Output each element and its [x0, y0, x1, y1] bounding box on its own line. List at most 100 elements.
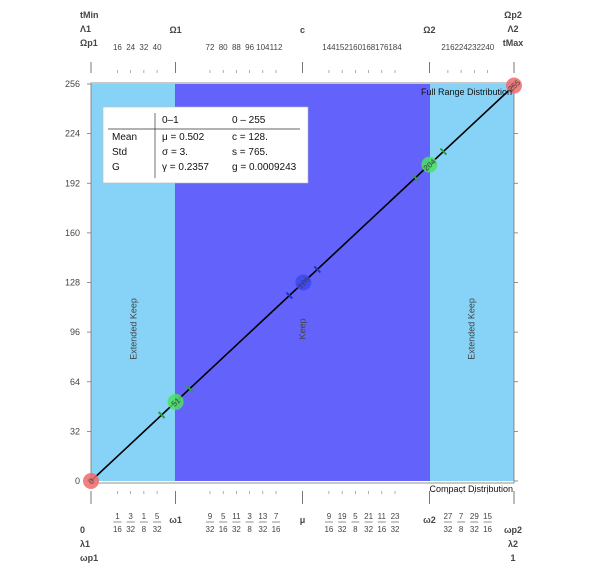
fraction-numerator: 11 [232, 512, 241, 521]
bottom-left-label: ωp1 [80, 553, 98, 563]
fraction-denominator: 32 [258, 525, 267, 534]
fraction-numerator: 19 [338, 512, 347, 521]
table-cell: Std [112, 147, 127, 158]
y-tick-label: 256 [65, 79, 80, 89]
fraction-denominator: 16 [324, 525, 333, 534]
point-label-0: 0 [87, 476, 97, 486]
marker-arrow [157, 411, 166, 419]
fraction-denominator: 32 [391, 525, 400, 534]
fraction-numerator: 5 [221, 512, 226, 521]
region-band-2 [429, 84, 514, 481]
bottom-axis-label: ω2 [423, 515, 436, 525]
top-minor-label: 240 [481, 43, 495, 52]
fraction-numerator: 7 [459, 512, 464, 521]
fraction-numerator: 23 [391, 512, 400, 521]
top-left-label: Λ1 [80, 24, 91, 34]
fraction-denominator: 32 [126, 525, 135, 534]
table-cell: c = 128. [232, 132, 268, 143]
top-minor-label: 152 [335, 43, 349, 52]
fraction-denominator: 16 [272, 525, 281, 534]
marker-arrow [439, 147, 448, 156]
fraction-numerator: 21 [364, 512, 373, 521]
corner-label-bottom-right: Compact Distribution [429, 484, 513, 494]
bottom-left-label: 0 [80, 525, 85, 535]
fraction-numerator: 9 [327, 512, 332, 521]
plot-border [90, 82, 515, 484]
y-tick-label: 192 [65, 178, 80, 188]
plot-frame [90, 82, 515, 484]
fraction-numerator: 1 [142, 512, 147, 521]
fraction-numerator: 29 [470, 512, 479, 521]
bottom-left-label: λ1 [80, 539, 90, 549]
top-axis-label: c [300, 25, 305, 35]
y-tick-label: 0 [75, 476, 80, 486]
top-right-label: tMax [503, 38, 524, 48]
fraction-numerator: 13 [258, 512, 267, 521]
table-cell: μ = 0.502 [162, 132, 205, 143]
fraction-numerator: 27 [443, 512, 452, 521]
fraction-numerator: 11 [378, 512, 387, 521]
region-label: Extended Keep [467, 298, 477, 360]
top-minor-label: 176 [375, 43, 389, 52]
top-minor-label: 72 [206, 43, 215, 52]
table-cell: G [112, 162, 120, 173]
point-marker-1 [167, 393, 184, 410]
top-minor-label: 32 [139, 43, 148, 52]
y-tick-label: 96 [70, 327, 80, 337]
y-tick-label: 32 [70, 426, 80, 436]
fraction-numerator: 5 [353, 512, 358, 521]
top-minor-label: 168 [362, 43, 376, 52]
fraction-numerator: 15 [483, 512, 492, 521]
table-cell: Mean [112, 132, 137, 143]
table-cell: s = 765. [232, 147, 268, 158]
point-marker-2 [295, 274, 312, 291]
table-header-cell: 0 – 255 [232, 115, 266, 126]
fraction-numerator: 3 [247, 512, 252, 521]
fraction-numerator: 5 [155, 512, 160, 521]
marker-arrow [411, 174, 420, 182]
top-minor-label: 16 [113, 43, 122, 52]
region-label: Extended Keep [128, 298, 138, 360]
top-minor-label: 160 [349, 43, 363, 52]
y-tick-label: 160 [65, 228, 80, 238]
table-cell: γ = 0.2357 [162, 162, 209, 173]
fraction-denominator: 32 [470, 525, 479, 534]
corner-label-top-right: Full Range Distribution [421, 87, 512, 97]
region-label: Keep [298, 318, 308, 339]
fraction-denominator: 16 [377, 525, 386, 534]
top-minor-label: 216 [441, 43, 455, 52]
fraction-denominator: 32 [153, 525, 162, 534]
table-cell: σ = 3. [162, 147, 188, 158]
fraction-numerator: 9 [208, 512, 213, 521]
bottom-right-label: λ2 [508, 539, 518, 549]
bottom-right-label: 1 [510, 553, 515, 563]
top-left-label: Ωp1 [80, 38, 98, 48]
top-left-label: tMin [80, 10, 99, 20]
y-tick-label: 224 [65, 129, 80, 139]
top-axis-label: Ω1 [169, 25, 181, 35]
top-minor-label: 104 [256, 43, 270, 52]
top-minor-label: 224 [454, 43, 468, 52]
fraction-denominator: 8 [142, 525, 147, 534]
fraction-denominator: 8 [353, 525, 358, 534]
fraction-denominator: 8 [459, 525, 464, 534]
fraction-denominator: 32 [206, 525, 215, 534]
top-minor-label: 144 [322, 43, 336, 52]
fraction-denominator: 32 [364, 525, 373, 534]
top-minor-label: 88 [232, 43, 241, 52]
corner-labels: Full Range Distribution Compact Distribut… [421, 87, 513, 494]
fraction-numerator: 3 [128, 512, 133, 521]
fraction-denominator: 8 [247, 525, 252, 534]
fraction-numerator: 1 [115, 512, 120, 521]
top-minor-label: 24 [126, 43, 135, 52]
y-tick-label: 128 [65, 278, 80, 288]
fraction-denominator: 16 [219, 525, 228, 534]
top-right-label: Λ2 [507, 24, 518, 34]
y-tick-label: 64 [70, 377, 80, 387]
top-right-label: Ωp2 [504, 10, 522, 20]
point-marker-0 [83, 473, 99, 489]
fraction-denominator: 32 [232, 525, 241, 534]
bottom-axis-label: μ [300, 515, 306, 525]
